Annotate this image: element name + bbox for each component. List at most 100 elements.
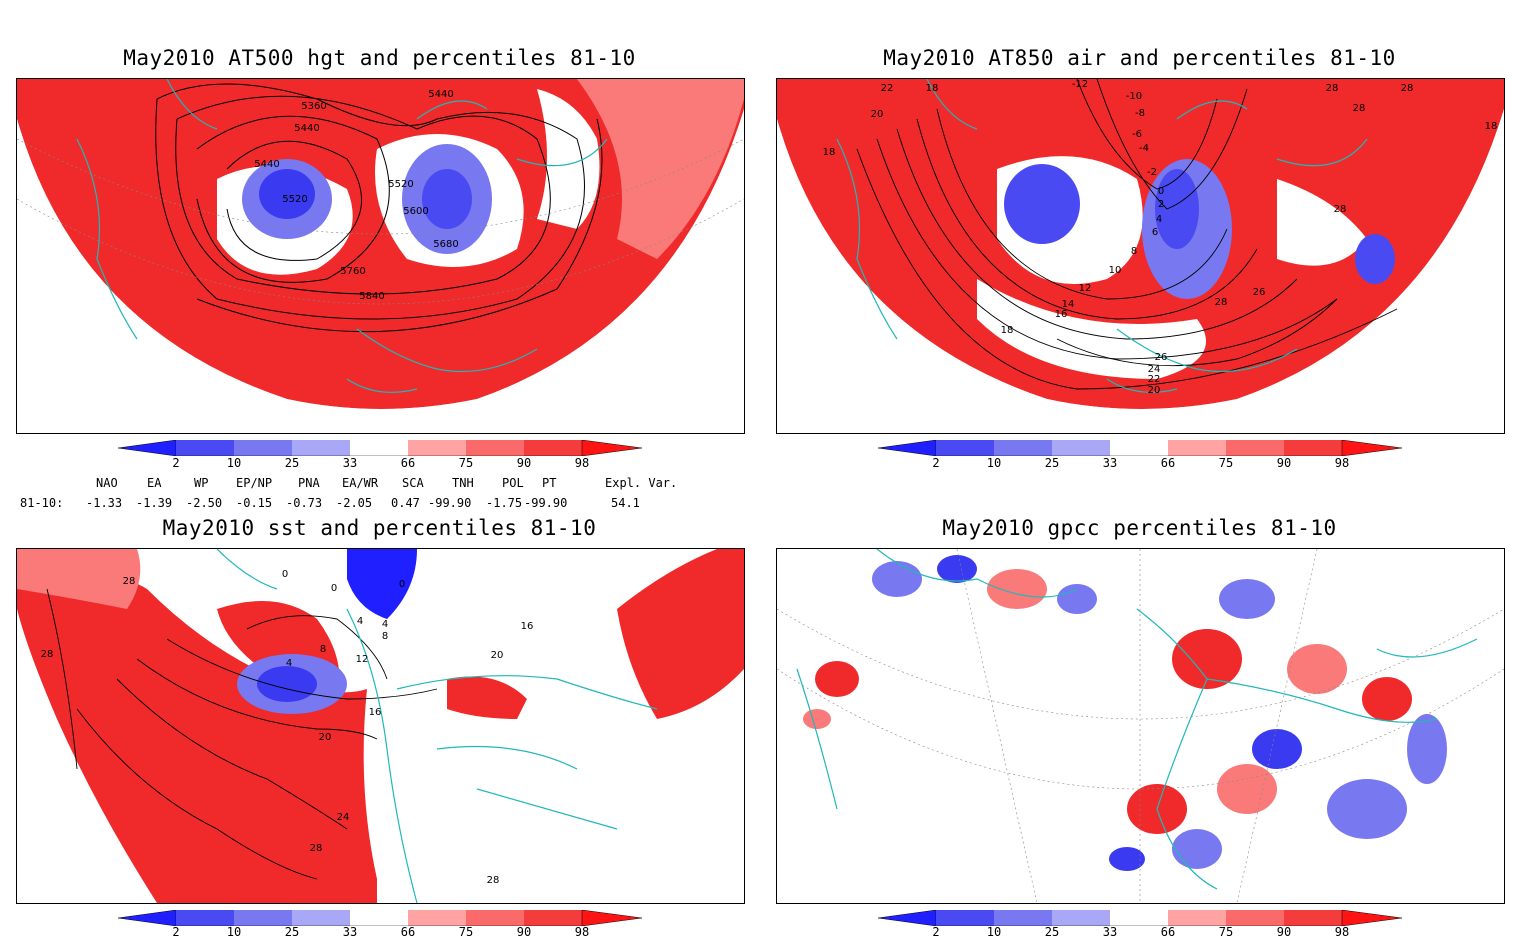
coastline xyxy=(836,79,1368,393)
index-value: -99.90 xyxy=(428,496,472,510)
temperature-contour xyxy=(936,108,1228,300)
colorbar-tick: 10 xyxy=(986,456,1002,470)
colorbar-tick: 90 xyxy=(516,456,532,470)
colorbar-hgt500 xyxy=(117,439,643,457)
sst-contour xyxy=(246,615,388,680)
sst-contour xyxy=(76,708,318,880)
contour-label: 5680 xyxy=(433,239,458,250)
height-contour xyxy=(155,83,585,320)
contour-label: 28 xyxy=(1215,297,1228,308)
temperature-contour xyxy=(1096,79,1248,210)
graticule xyxy=(17,138,744,305)
outside-domain-left xyxy=(17,109,744,433)
colorbar-tick: 98 xyxy=(574,925,590,939)
temperature-contour xyxy=(856,148,1398,390)
contour-label: 6 xyxy=(1152,227,1158,238)
index-header: TNH xyxy=(452,476,474,490)
contour-label: 26 xyxy=(1253,287,1266,298)
colorbar-tick: 25 xyxy=(284,925,300,939)
contour-label: 5520 xyxy=(388,179,413,190)
colorbar-air850 xyxy=(877,439,1403,457)
percentile-red-shading-east xyxy=(617,549,744,719)
index-header: EA/WR xyxy=(342,476,379,490)
contour-label: 10 xyxy=(1109,265,1122,276)
colorbar-tick: 98 xyxy=(1334,456,1350,470)
colorbar-tick: 10 xyxy=(226,456,242,470)
temperature-contour xyxy=(1056,298,1338,367)
contour-label: 18 xyxy=(823,147,836,158)
index-header: POL xyxy=(502,476,524,490)
colorbar-tick: 33 xyxy=(1102,925,1118,939)
colorbar-tick: 66 xyxy=(1160,925,1176,939)
index-value: 54.1 xyxy=(611,496,640,510)
contour-label: 5440 xyxy=(294,123,319,134)
index-header: SCA xyxy=(402,476,424,490)
contour-label: 18 xyxy=(926,83,939,94)
index-header: PNA xyxy=(298,476,320,490)
colorbar-tick: 25 xyxy=(1044,456,1060,470)
contour-label: 14 xyxy=(1062,299,1075,310)
contour-label: 28 xyxy=(1401,83,1414,94)
colorbar-tick: 2 xyxy=(172,925,180,939)
percentile-light-red-shading xyxy=(577,79,744,259)
colorbar-ticks-air850: 2 10 25 33 66 75 90 98 xyxy=(878,456,1402,472)
index-header: EA xyxy=(147,476,162,490)
contour-label: 0 xyxy=(282,569,288,580)
height-contour xyxy=(226,140,362,261)
colorbar-tick: 25 xyxy=(284,456,300,470)
temperature-contour xyxy=(876,138,1338,360)
contour-label: 5440 xyxy=(428,89,453,100)
graticule xyxy=(777,549,1504,903)
index-value: -2.05 xyxy=(336,496,373,510)
contour-label: 5520 xyxy=(282,194,307,205)
contour-label: 5840 xyxy=(359,291,384,302)
height-contour xyxy=(196,118,603,333)
contour-label: 4 xyxy=(357,616,363,627)
contour-label: 20 xyxy=(1148,385,1161,396)
sst-contour xyxy=(116,678,348,830)
colorbar-tick: 2 xyxy=(932,456,940,470)
percentile-red-shading-med xyxy=(447,676,527,719)
index-header: NAO xyxy=(96,476,118,490)
contour-label: 5440 xyxy=(254,159,279,170)
colorbar-tick: 90 xyxy=(1276,456,1292,470)
contour-label: 20 xyxy=(319,732,332,743)
panel-title-gpcc: May2010 gpcc percentiles 81-10 xyxy=(942,516,1337,540)
index-header: EP/NP xyxy=(236,476,273,490)
index-value: -0.15 xyxy=(236,496,273,510)
contour-label: 24 xyxy=(1148,364,1161,375)
colorbar-tick: 33 xyxy=(342,456,358,470)
contour-label: 8 xyxy=(320,644,326,655)
negative-anomaly-blue-core xyxy=(257,666,317,702)
negative-anomaly-blue-3 xyxy=(1355,234,1395,284)
contour-label: 28 xyxy=(1326,83,1339,94)
temperature-contour xyxy=(916,118,1258,320)
index-value: 0.47 xyxy=(391,496,420,510)
index-table: NAO EA WP EP/NP PNA EA/WR SCA TNH POL PT… xyxy=(16,474,716,514)
colorbar-tick: 10 xyxy=(986,925,1002,939)
contour-label: 28 xyxy=(487,875,500,886)
colorbar-tick: 90 xyxy=(1276,925,1292,939)
contour-label: 26 xyxy=(1155,352,1168,363)
index-value: -0.73 xyxy=(286,496,323,510)
contour-label: -12 xyxy=(1072,79,1088,90)
contour-label: -2 xyxy=(1147,167,1157,178)
colorbar-tick: 66 xyxy=(400,925,416,939)
contour-label: 5600 xyxy=(403,206,428,217)
contour-label: 24 xyxy=(337,812,350,823)
colorbar-ticks-hgt500: 2 10 25 33 66 75 90 98 xyxy=(118,456,642,472)
precip-anomaly-patches xyxy=(803,555,1447,871)
index-row-label: 81-10: xyxy=(20,496,64,510)
colorbar-tick: 75 xyxy=(458,456,474,470)
colorbar-tick: 33 xyxy=(342,925,358,939)
contour-label: 28 xyxy=(1334,204,1347,215)
contour-label: 20 xyxy=(871,109,884,120)
map-gpcc xyxy=(776,548,1505,904)
sst-contour xyxy=(166,638,438,700)
colorbar-tick: 66 xyxy=(1160,456,1176,470)
outside-domain-left xyxy=(777,109,1504,433)
index-header: PT xyxy=(542,476,557,490)
contour-label: 16 xyxy=(369,707,382,718)
contour-label: 0 xyxy=(1158,186,1164,197)
colorbar-tick: 2 xyxy=(172,456,180,470)
